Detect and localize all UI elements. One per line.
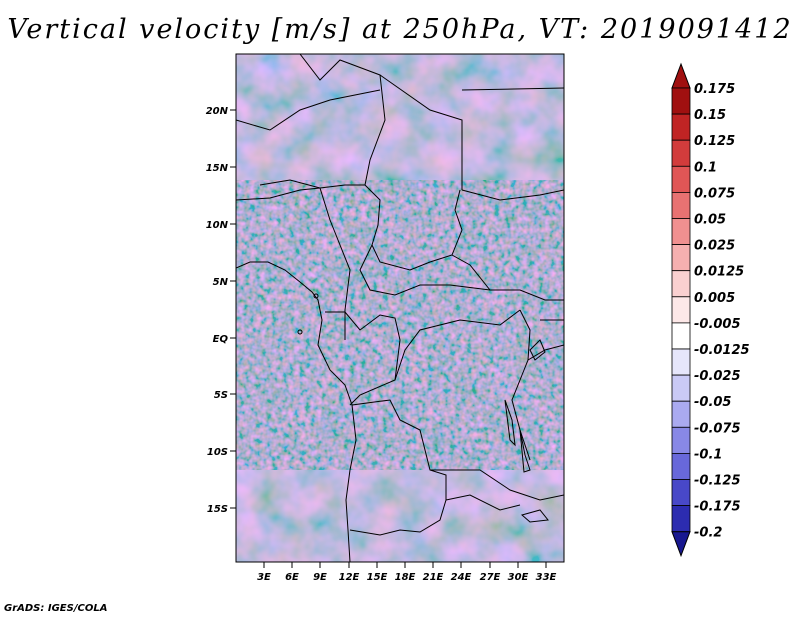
lat-tick-label: 20N [206,106,229,117]
lat-tick-label: 10N [206,220,229,231]
colorbar-label: -0.075 [694,421,741,436]
colorbar-band [671,348,691,376]
grads-credit: GrADS: IGES/COLA [4,603,108,614]
colorbar-band [671,452,691,480]
map-title: Vertical velocity [m/s] at 250hPa, VT: 2… [7,14,793,45]
colorbar: 0.175 0.15 0.125 0.1 0.075 0.05 0.025 0.0125 0.0… [671,62,750,558]
lon-tick-label: 15E [367,572,388,583]
colorbar-label: -0.05 [694,395,731,410]
plot-frame [235,53,565,563]
colorbar-band [671,296,691,324]
colorbar-band [671,244,691,272]
lon-tick-label: 9E [313,572,327,583]
colorbar-band [671,400,691,428]
colorbar-band [671,87,691,115]
colorbar-label: 0.005 [694,291,735,306]
colorbar-label: -0.0125 [694,343,750,358]
lon-tick-label: 24E [451,572,472,583]
lat-tick-label: 5S [214,390,228,401]
colorbar-label: -0.025 [694,369,741,384]
colorbar-band [671,374,691,402]
longitude-axis: 3E 6E 9E 12E 15E 18E 21E 24E 27E 30E 33E [257,562,557,583]
colorbar-label: 0.05 [694,213,726,228]
lat-tick-label: 15N [206,163,229,174]
colorbar-band [671,139,691,167]
colorbar-band [671,426,691,454]
colorbar-label: 0.125 [694,134,735,149]
colorbar-min-arrow [671,531,691,558]
colorbar-band [671,270,691,298]
lat-tick-label: EQ [213,334,229,345]
colorbar-label: -0.1 [694,447,722,462]
colorbar-band [671,191,691,219]
latitude-axis: 20N 15N 10N 5N EQ 5S 10S 15S [206,106,236,515]
colorbar-label: 0.15 [694,108,726,123]
colorbar-label: 0.025 [694,239,735,254]
colorbar-label: 0.175 [694,82,735,97]
lon-tick-label: 33E [536,572,557,583]
colorbar-label: 0.1 [694,160,717,175]
colorbar-band [671,165,691,193]
colorbar-label: 0.0125 [694,265,744,280]
lat-tick-label: 15S [207,504,228,515]
colorbar-band [671,322,691,350]
lon-tick-label: 21E [423,572,444,583]
lon-tick-label: 12E [339,572,360,583]
lon-tick-label: 6E [285,572,299,583]
lon-tick-label: 18E [395,572,416,583]
lat-tick-label: 10S [207,447,228,458]
country-borders [236,54,564,562]
colorbar-label: 0.075 [694,186,735,201]
colorbar-label: -0.005 [694,317,741,332]
colorbar-label: -0.175 [694,500,741,515]
velocity-field [236,54,564,562]
colorbar-band [671,505,691,533]
lat-tick-label: 5N [213,277,229,288]
colorbar-band [671,218,691,246]
colorbar-label: -0.2 [694,526,722,541]
colorbar-max-arrow [671,62,691,89]
colorbar-label: -0.125 [694,474,741,489]
lon-tick-label: 3E [257,572,271,583]
lon-tick-label: 30E [508,572,529,583]
colorbar-band [671,479,691,507]
lon-tick-label: 27E [480,572,501,583]
colorbar-band [671,113,691,141]
